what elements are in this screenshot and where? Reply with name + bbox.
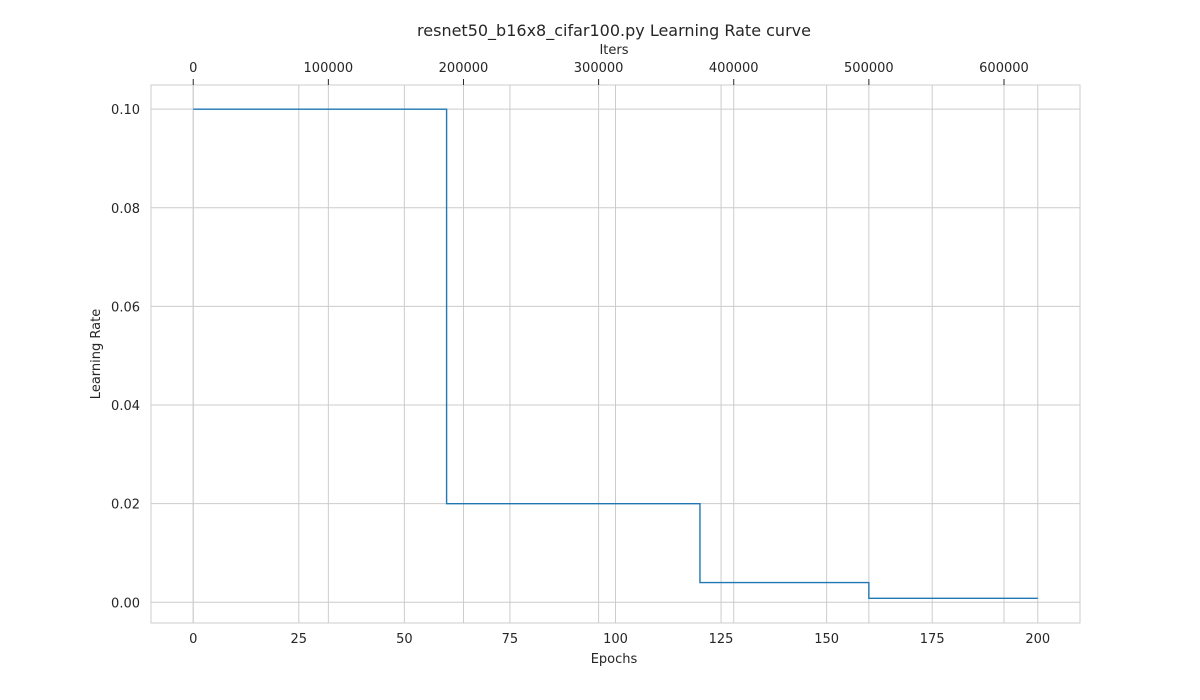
y-tick-label: 0.00 bbox=[111, 596, 140, 611]
top-x-tick-label: 400000 bbox=[709, 61, 759, 76]
top-x-tick-label: 100000 bbox=[304, 61, 354, 76]
plot-frame bbox=[150, 84, 1081, 624]
top-x-tick-label: 600000 bbox=[979, 61, 1029, 76]
x-tick-label: 150 bbox=[814, 632, 839, 647]
x-axis-label: Epochs bbox=[591, 652, 638, 667]
top-x-tick-label: 0 bbox=[189, 61, 197, 76]
x-tick-label: 200 bbox=[1025, 632, 1050, 647]
y-tick-label: 0.10 bbox=[111, 103, 140, 118]
y-tick-label: 0.02 bbox=[111, 498, 140, 513]
y-axis-label: Learning Rate bbox=[89, 309, 104, 399]
x-tick-label: 100 bbox=[603, 632, 628, 647]
y-tick-label: 0.06 bbox=[111, 300, 140, 315]
top-x-axis-label: Iters bbox=[599, 43, 628, 58]
top-x-tick-label: 300000 bbox=[574, 61, 624, 76]
learning-rate-line bbox=[193, 108, 1038, 600]
top-x-tick-label: 200000 bbox=[439, 61, 489, 76]
x-tick-label: 125 bbox=[709, 632, 734, 647]
x-tick-label: 175 bbox=[920, 632, 945, 647]
y-tick-label: 0.08 bbox=[111, 202, 140, 217]
y-tick-label: 0.04 bbox=[111, 399, 140, 414]
ticks: 0 25 50 75 100 125 150 175 200 0 100000 200000 30000… bbox=[111, 61, 1050, 647]
chart-title: resnet50_b16x8_cifar100.py Learning Rate… bbox=[417, 21, 811, 41]
top-x-tick-label: 500000 bbox=[844, 61, 894, 76]
grid bbox=[151, 85, 1080, 623]
x-tick-label: 0 bbox=[189, 632, 197, 647]
x-tick-label: 75 bbox=[502, 632, 519, 647]
x-tick-label: 50 bbox=[396, 632, 413, 647]
x-tick-label: 25 bbox=[291, 632, 308, 647]
series-layer bbox=[193, 108, 1038, 600]
